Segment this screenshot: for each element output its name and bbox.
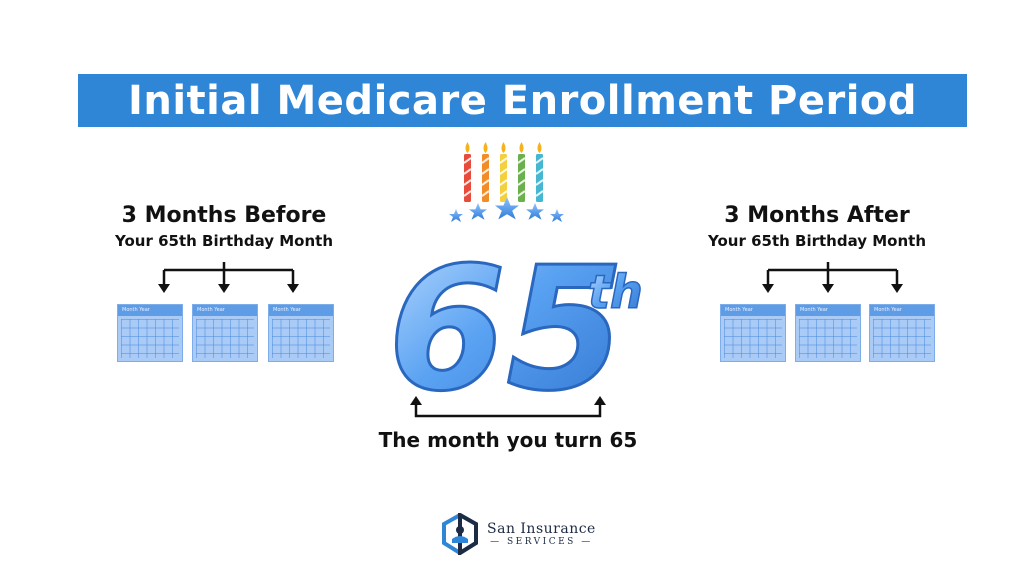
before-connector-arrows — [158, 262, 299, 293]
after-heading-group: 3 Months After Your 65th Birthday Month — [677, 202, 957, 252]
age-suffix: th — [588, 265, 643, 319]
calendar-grid — [873, 319, 931, 358]
before-subheading: Your 65th Birthday Month — [114, 232, 333, 250]
company-logo: San Insurance — SERVICES — — [441, 513, 596, 555]
calendar-grid — [272, 319, 330, 358]
star-icon — [495, 197, 519, 220]
calendar-after-2: Month Year — [795, 304, 861, 362]
star-icon — [550, 209, 564, 222]
candle-icon — [463, 142, 472, 202]
birthday-month-caption: The month you turn 65 — [378, 428, 638, 452]
age-number: 65 — [388, 231, 625, 428]
calendar-grid — [121, 319, 179, 358]
candle-icon — [481, 142, 490, 202]
shield-logo-icon — [442, 513, 478, 555]
calendar-after-1: Month Year — [720, 304, 786, 362]
star-icon — [526, 203, 544, 220]
calendar-label: Month Year — [796, 305, 860, 316]
after-connector-arrows — [762, 262, 903, 293]
before-heading: 3 Months Before — [121, 203, 327, 228]
calendar-before-3: Month Year — [268, 304, 334, 362]
birthday-month-bracket — [410, 396, 606, 418]
after-subheading: Your 65th Birthday Month — [707, 232, 926, 250]
calendar-grid — [196, 319, 254, 358]
candle-icon — [517, 142, 526, 202]
calendar-label: Month Year — [269, 305, 333, 316]
calendar-label: Month Year — [118, 305, 182, 316]
star-icon — [469, 203, 487, 220]
candle-icon — [535, 142, 544, 202]
calendar-label: Month Year — [721, 305, 785, 316]
stars — [449, 197, 564, 222]
candles — [463, 142, 544, 202]
after-heading: 3 Months After — [724, 203, 910, 228]
logo-name: San Insurance — [487, 521, 596, 537]
star-icon — [449, 209, 463, 222]
calendar-label: Month Year — [193, 305, 257, 316]
page-title: Initial Medicare Enrollment Period — [127, 77, 918, 124]
calendar-grid — [724, 319, 782, 358]
logo-subtitle: SERVICES — [506, 537, 576, 547]
calendar-before-1: Month Year — [117, 304, 183, 362]
birthday-graphic: 65 th — [387, 142, 644, 428]
calendar-before-2: Month Year — [192, 304, 258, 362]
before-heading-group: 3 Months Before Your 65th Birthday Month — [84, 202, 364, 252]
calendar-after-3: Month Year — [869, 304, 935, 362]
calendar-grid — [799, 319, 857, 358]
title-banner: Initial Medicare Enrollment Period — [78, 74, 967, 127]
calendar-label: Month Year — [870, 305, 934, 316]
candle-icon — [499, 142, 508, 202]
